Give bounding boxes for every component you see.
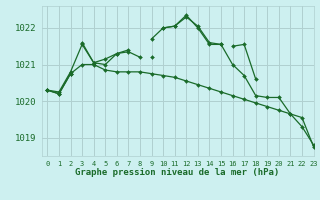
X-axis label: Graphe pression niveau de la mer (hPa): Graphe pression niveau de la mer (hPa) bbox=[76, 168, 280, 177]
